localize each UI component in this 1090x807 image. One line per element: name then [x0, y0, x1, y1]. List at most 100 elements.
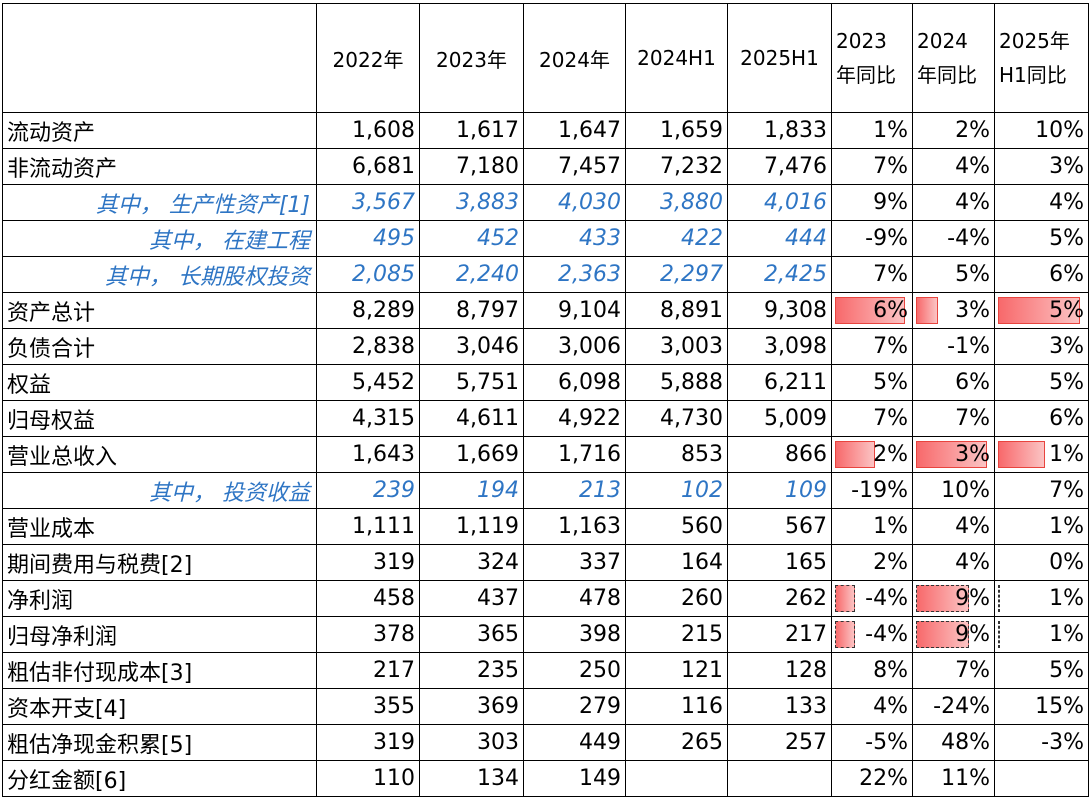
- row-label: 分红金额[6]: [2, 760, 317, 797]
- header-cell: 2025年 H1同比: [994, 3, 1089, 113]
- header-row: 2022年 2023年 2024年 2024H1 2025H1 2023 年同比…: [2, 3, 1089, 113]
- growth-value: 1%: [873, 118, 908, 143]
- growth-value: 1%: [1049, 622, 1084, 647]
- value-cell: 1,643: [316, 436, 420, 473]
- value-cell: 1,608: [316, 112, 420, 149]
- value-cell: 319: [316, 544, 420, 581]
- value-cell: 3,003: [625, 328, 728, 365]
- table-row: 粗估非付现成本[3] 217 235 250 121 128 8% 7% 5%: [2, 652, 1089, 689]
- value-cell: 4,030: [523, 184, 626, 221]
- growth-value: 6%: [873, 298, 908, 323]
- growth-value: 3%: [955, 298, 990, 323]
- value-cell: 478: [523, 580, 626, 617]
- growth-cell: 5%: [831, 364, 913, 401]
- header-cell: 2025H1: [727, 3, 832, 113]
- row-label: 粗估净现金积累[5]: [2, 724, 317, 761]
- value-cell: 1,716: [523, 436, 626, 473]
- value-cell: 9,308: [727, 292, 832, 329]
- growth-cell: 9%: [831, 184, 913, 221]
- value-cell: [625, 760, 728, 797]
- growth-cell: 6%: [994, 400, 1089, 437]
- growth-value: 2%: [873, 442, 908, 467]
- table-row: 其中， 在建工程 495 452 433 422 444 -9% -4% 5%: [2, 220, 1089, 257]
- growth-cell: -24%: [912, 688, 995, 725]
- growth-cell: 6%: [912, 364, 995, 401]
- growth-cell: 1%: [994, 508, 1089, 545]
- growth-value: -24%: [933, 694, 990, 719]
- growth-value: 10%: [1035, 118, 1084, 143]
- growth-cell: 1%: [994, 580, 1089, 617]
- value-cell: 121: [625, 652, 728, 689]
- row-label: 其中， 投资收益: [2, 472, 317, 509]
- value-cell: 319: [316, 724, 420, 761]
- growth-value: -4%: [865, 622, 908, 647]
- table-row: 资产总计 8,289 8,797 9,104 8,891 9,308 6% 3% 5%: [2, 292, 1089, 329]
- value-cell: 4,315: [316, 400, 420, 437]
- value-cell: 235: [419, 652, 524, 689]
- growth-cell: -3%: [994, 724, 1089, 761]
- growth-value: 4%: [1049, 190, 1084, 215]
- row-label: 其中， 生产性资产[1]: [2, 184, 317, 221]
- header-cell: 2024年: [523, 3, 626, 113]
- table-row: 流动资产 1,608 1,617 1,647 1,659 1,833 1% 2% 10%: [2, 112, 1089, 149]
- growth-cell: 6%: [994, 256, 1089, 293]
- table-row: 粗估净现金积累[5] 319 303 449 265 257 -5% 48% -3%: [2, 724, 1089, 761]
- table-row: 归母权益 4,315 4,611 4,922 4,730 5,009 7% 7% 6%: [2, 400, 1089, 437]
- growth-cell: 3%: [994, 328, 1089, 365]
- table-row: 其中， 生产性资产[1] 3,567 3,883 4,030 3,880 4,016 9% 4…: [2, 184, 1089, 221]
- growth-cell: 10%: [912, 472, 995, 509]
- growth-cell: 5%: [994, 220, 1089, 257]
- value-cell: 2,240: [419, 256, 524, 293]
- value-cell: 437: [419, 580, 524, 617]
- header-cell: [2, 3, 317, 113]
- value-cell: 116: [625, 688, 728, 725]
- data-bar: [998, 297, 1080, 324]
- growth-value: 1%: [1049, 442, 1084, 467]
- growth-cell: 15%: [994, 688, 1089, 725]
- data-bar: [998, 585, 1000, 612]
- value-cell: 109: [727, 472, 832, 509]
- data-bar: [998, 621, 1000, 648]
- value-cell: 3,880: [625, 184, 728, 221]
- growth-cell: 0%: [994, 544, 1089, 581]
- value-cell: 7,232: [625, 148, 728, 185]
- growth-value: 5%: [1049, 298, 1084, 323]
- value-cell: 1,163: [523, 508, 626, 545]
- value-cell: 6,681: [316, 148, 420, 185]
- growth-cell: -1%: [912, 328, 995, 365]
- growth-value: 11%: [941, 766, 990, 791]
- header-cell: 2022年: [316, 3, 420, 113]
- value-cell: 128: [727, 652, 832, 689]
- value-cell: 2,297: [625, 256, 728, 293]
- table-row: 营业总收入 1,643 1,669 1,716 853 866 2% 3% 1%: [2, 436, 1089, 473]
- growth-value: 8%: [873, 658, 908, 683]
- growth-value: 9%: [873, 190, 908, 215]
- value-cell: 337: [523, 544, 626, 581]
- row-label: 营业成本: [2, 508, 317, 545]
- data-bar: [998, 441, 1046, 468]
- table-row: 营业成本 1,111 1,119 1,163 560 567 1% 4% 1%: [2, 508, 1089, 545]
- value-cell: 355: [316, 688, 420, 725]
- value-cell: 265: [625, 724, 728, 761]
- value-cell: 1,119: [419, 508, 524, 545]
- growth-value: -4%: [947, 226, 990, 251]
- value-cell: 2,085: [316, 256, 420, 293]
- value-cell: 8,797: [419, 292, 524, 329]
- row-label: 权益: [2, 364, 317, 401]
- table-row: 权益 5,452 5,751 6,098 5,888 6,211 5% 6% 5%: [2, 364, 1089, 401]
- growth-cell: 6%: [831, 292, 913, 329]
- table-row: 非流动资产 6,681 7,180 7,457 7,232 7,476 7% 4% 3%: [2, 148, 1089, 185]
- growth-value: -19%: [851, 478, 908, 503]
- growth-value: 7%: [873, 154, 908, 179]
- growth-value: 7%: [873, 262, 908, 287]
- value-cell: 1,669: [419, 436, 524, 473]
- growth-cell: 7%: [912, 652, 995, 689]
- growth-cell: 7%: [831, 256, 913, 293]
- value-cell: 3,098: [727, 328, 832, 365]
- growth-value: 5%: [1049, 658, 1084, 683]
- value-cell: 260: [625, 580, 728, 617]
- value-cell: 560: [625, 508, 728, 545]
- growth-value: -9%: [865, 226, 908, 251]
- value-cell: 4,016: [727, 184, 832, 221]
- row-label: 其中， 在建工程: [2, 220, 317, 257]
